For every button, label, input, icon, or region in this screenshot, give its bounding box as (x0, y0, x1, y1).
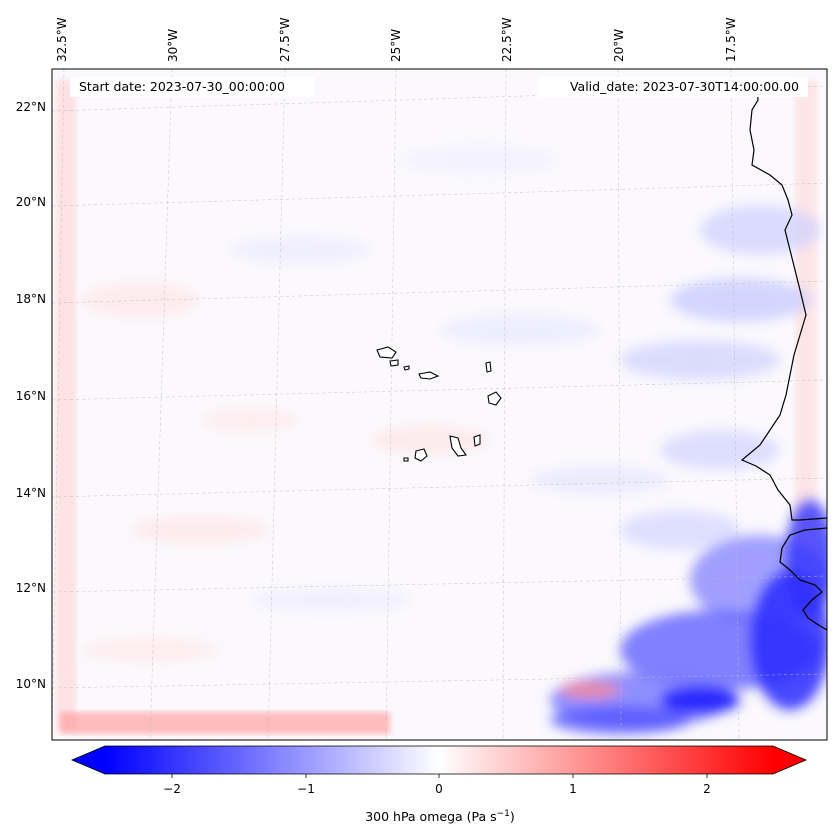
island-sao-vicente (389, 359, 399, 367)
lat-label-16n: 16°N (16, 389, 46, 403)
colorbar: −2 −1 0 1 2 300 hPa omega (Pa s−1) (70, 745, 808, 824)
cape-verde-islands (376, 346, 502, 462)
colorbar-ticks (171, 774, 708, 778)
lon-label-32-5w: 32.5°W (55, 17, 69, 62)
lat-label-20n: 20°N (16, 195, 46, 209)
longitude-labels: 32.5°W 30°W 27.5°W 25°W 22.5°W 20°W 17.5… (55, 17, 738, 62)
guinea-coastline (779, 527, 827, 631)
cb-tick-neg2: −2 (163, 782, 181, 796)
lon-label-30w: 30°W (166, 29, 180, 62)
lon-label-27-5w: 27.5°W (278, 17, 292, 62)
colorbar-title: 300 hPa omega (Pa s−1) (365, 809, 515, 824)
lon-label-20w: 20°W (612, 29, 626, 62)
island-boa-vista (487, 391, 502, 406)
island-santiago (449, 435, 467, 457)
colorbar-outline (70, 745, 808, 775)
island-maio (473, 434, 481, 447)
island-fogo (414, 448, 428, 462)
africa-coastline (740, 79, 827, 521)
cb-tick-2: 2 (703, 782, 711, 796)
valid-date-label: Valid_date: 2023-07-30T14:00:00.00 (570, 79, 799, 94)
island-santa-luzia (403, 365, 410, 371)
island-santo-antao (376, 346, 397, 359)
colorbar-max-arrow (773, 746, 806, 774)
cb-tick-0: 0 (435, 782, 443, 796)
colorbar-min-arrow (72, 746, 105, 774)
lat-label-18n: 18°N (16, 292, 46, 306)
cb-tick-1: 1 (569, 782, 577, 796)
lat-label-10n: 10°N (16, 677, 46, 691)
cb-tick-neg1: −1 (297, 782, 315, 796)
graticule (52, 69, 827, 740)
map-frame (51, 68, 828, 741)
latitude-labels: 22°N 20°N 18°N 16°N 14°N 12°N 10°N (16, 100, 46, 691)
lat-label-12n: 12°N (16, 581, 46, 595)
colorbar-gradient (105, 746, 773, 774)
lat-label-22n: 22°N (16, 100, 46, 114)
start-date-box (70, 77, 314, 97)
lon-label-17-5w: 17.5°W (724, 17, 738, 62)
lon-label-25w: 25°W (389, 29, 403, 62)
start-date-label: Start date: 2023-07-30_00:00:00 (79, 79, 285, 94)
valid-date-box (538, 77, 808, 97)
island-sal (485, 361, 492, 373)
lon-label-22-5w: 22.5°W (500, 17, 514, 62)
lat-label-14n: 14°N (16, 486, 46, 500)
island-sao-nicolau (418, 371, 440, 380)
island-brava (403, 457, 409, 462)
map-panel: Start date: 2023-07-30_00:00:00 Valid_da… (52, 69, 827, 740)
